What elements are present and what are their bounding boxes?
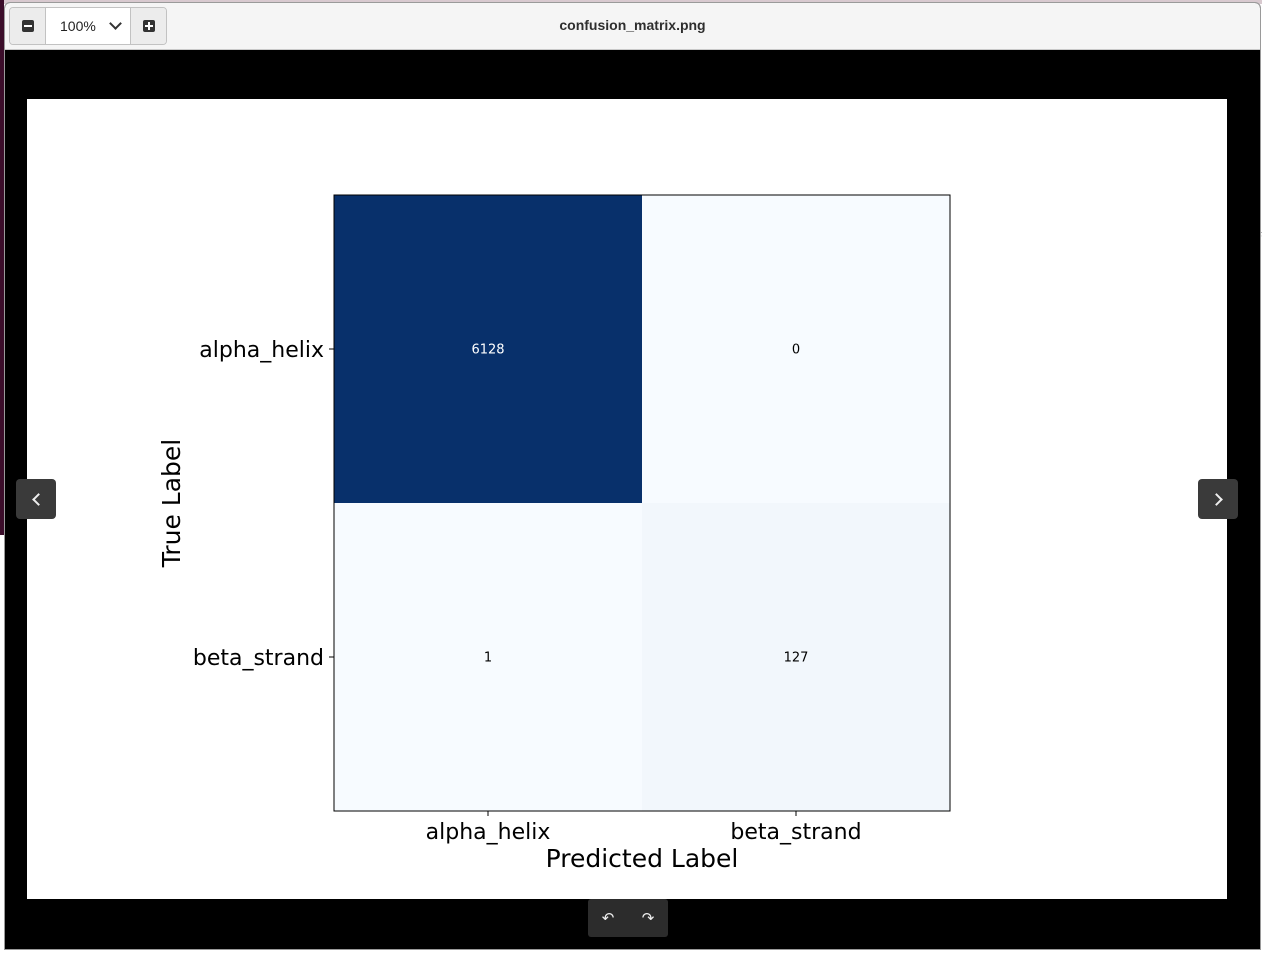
cell-value-label: 0 [792,343,800,358]
next-image-button[interactable] [1198,479,1238,519]
heatmap-cell [642,503,950,811]
background-terminal-edge [0,0,4,535]
confusion-matrix-chart: 6128 0 1 127 alpha_helix beta_strand alpha_hel… [157,194,951,873]
zoom-in-button[interactable] [130,8,166,44]
minus-icon [21,20,34,32]
zoom-level-dropdown[interactable]: 100% [46,8,130,44]
zoom-control: 100% [9,7,167,45]
image-stage: 6128 0 1 127 alpha_helix beta_strand alpha_hel… [5,51,1260,949]
rotate-left-icon: ↶ [601,909,615,927]
x-tick-label: alpha_helix [426,820,551,845]
image-viewer-window: 100% confusion_matrix.png 6128 0 1 127 alpha… [4,2,1261,950]
rotate-controls: ↶ ↷ [588,899,668,937]
chevron-right-icon [1209,492,1223,506]
rotate-right-button[interactable]: ↷ [628,899,668,937]
y-axis-title: True Label [157,439,186,569]
rotate-right-icon: ↷ [641,909,655,927]
chevron-left-icon [31,492,45,506]
cell-value-label: 1 [484,651,492,666]
plot-frame [333,194,951,812]
x-axis-title: Predicted Label [546,844,739,873]
window-title: confusion_matrix.png [559,17,706,33]
displayed-image: 6128 0 1 127 alpha_helix beta_strand alpha_hel… [27,99,1227,899]
rotate-left-button[interactable]: ↶ [588,899,628,937]
heatmap-cell [334,195,642,503]
plus-icon [142,20,155,32]
x-tick-label: beta_strand [730,820,861,845]
heatmap-cell [334,503,642,811]
cell-value-label: 6128 [471,343,504,358]
header-bar: 100% confusion_matrix.png [5,3,1260,50]
y-tick-label: alpha_helix [199,338,324,363]
zoom-out-button[interactable] [10,8,46,44]
zoom-level-value: 100% [60,18,96,34]
previous-image-button[interactable] [16,479,56,519]
heatmap-cell [642,195,950,503]
cell-value-label: 127 [784,651,809,666]
y-tick-label: beta_strand [193,646,324,671]
